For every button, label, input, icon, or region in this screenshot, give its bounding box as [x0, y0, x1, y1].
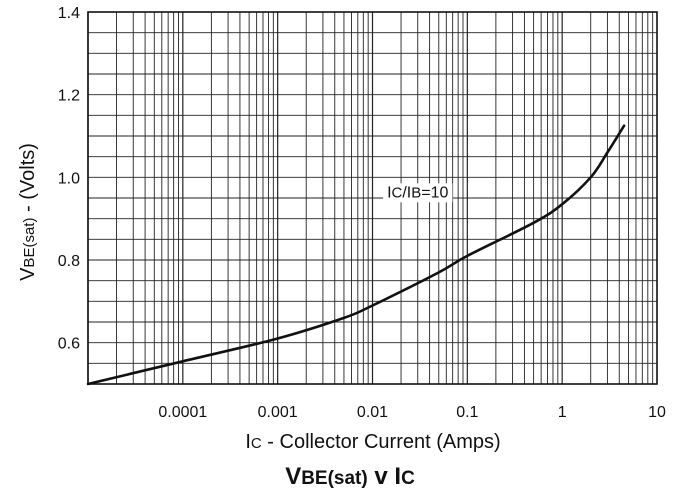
y-tick-label: 0.8: [58, 253, 80, 270]
x-tick-label: 0.001: [258, 404, 298, 421]
y-tick-label: 0.6: [58, 336, 80, 353]
x-axis-label: IC - Collector Current (Amps): [245, 431, 500, 453]
annotation-sub-c: C: [392, 184, 403, 201]
annotation-ratio: =10: [421, 184, 448, 201]
ic-ib-annotation: IC/IB=10: [383, 183, 453, 203]
x-tick-label: 10: [648, 404, 666, 421]
x-tick-labels: 0.0001 0.001 0.01 0.1 1 10: [158, 404, 666, 421]
x-tick-label: 0.01: [357, 404, 388, 421]
plot-frame: [87, 11, 658, 385]
y-axis-label: VBE(sat) - (Volts): [17, 143, 39, 281]
y-tick-label: 1.0: [58, 170, 80, 187]
plot-grid: [87, 11, 657, 385]
chart-title: VBE(sat) v IC: [285, 463, 415, 490]
svg-text:IC/IB=10: IC/IB=10: [387, 184, 448, 201]
x-tick-label: 0.1: [456, 404, 478, 421]
y-tick-label: 1.4: [58, 5, 80, 22]
x-tick-label: 1: [558, 404, 567, 421]
annotation-i: I: [387, 184, 391, 201]
annotation-sub-b: B: [411, 184, 421, 201]
x-tick-label: 0.0001: [158, 404, 207, 421]
y-tick-labels: 0.6 0.8 1.0 1.2 1.4: [58, 5, 80, 353]
y-tick-label: 1.2: [58, 88, 80, 105]
annotation-slash-i: /I: [402, 184, 411, 201]
series-line: [86, 124, 626, 386]
